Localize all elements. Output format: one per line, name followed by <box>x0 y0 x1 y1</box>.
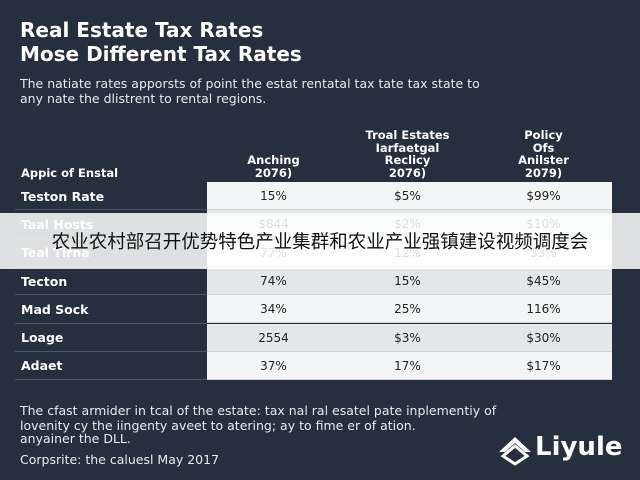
row-label: Mad Sock <box>21 301 89 317</box>
title: Mose Different Tax Rates <box>20 42 302 66</box>
header-line: Iarfaetgal <box>375 140 440 155</box>
table-cell: $45% <box>526 274 561 289</box>
row-divider <box>15 209 207 211</box>
row-label: Tecton <box>21 273 68 289</box>
table-cell: 15% <box>260 189 287 204</box>
row-label: Adaet <box>21 358 63 374</box>
row-divider <box>15 379 207 381</box>
table-cell: $5% <box>394 189 421 204</box>
row-background <box>207 266 612 296</box>
row-divider <box>15 294 207 296</box>
column-header: Appic of Enstal <box>15 165 213 180</box>
copyright: Corpsrite: the caluesl May 2017 <box>20 452 220 467</box>
table-cell: 74% <box>260 274 287 289</box>
banner: 农业农村部召开优势特色产业集群和农业产业强镇建设视频调度会 <box>0 213 640 269</box>
header-line: Reclicy <box>384 153 431 167</box>
row-background <box>207 351 612 381</box>
logo-icon <box>499 437 531 466</box>
table-cell: 34% <box>260 302 287 317</box>
title: Real Estate Tax Rates <box>20 18 264 42</box>
row-divider <box>15 350 207 352</box>
header-line: Policy <box>524 128 563 142</box>
column-header: Troal Estates Iarfaetgal Reclicy 2076) <box>340 129 475 179</box>
table-cell: 37% <box>260 358 287 373</box>
header-line: 2076) <box>254 165 293 180</box>
logo: Liyule <box>535 432 623 462</box>
table-cell: 17% <box>394 358 421 373</box>
subtitle: The natiate rates apporsts of point the … <box>20 76 480 91</box>
row-label: Teston Rate <box>21 188 105 204</box>
footer-note: lovenity cy the iingenty aveet to aterin… <box>20 418 416 433</box>
footer-note: anyainer the DLL. <box>20 431 131 446</box>
header-line: Anching <box>247 153 300 167</box>
subtitle: any nate the dlistrent to rental regions… <box>20 91 267 106</box>
header-line: Anilster <box>518 153 569 167</box>
table-cell: $30% <box>526 330 561 345</box>
header-line: 2079) <box>524 165 563 180</box>
table-cell: 15% <box>394 274 421 289</box>
table-cell: 2554 <box>258 330 289 345</box>
row-background <box>207 323 612 352</box>
header-line: Troal Estates <box>365 128 450 142</box>
column-header: Policy Ofs Anilster 2079) <box>475 129 612 179</box>
table-cell: $3% <box>394 330 421 345</box>
table-cell: $17% <box>526 358 561 373</box>
table-cell: $99% <box>526 189 561 204</box>
header-line: Ofs <box>532 140 555 155</box>
header-line: 2076) <box>388 165 427 180</box>
row-divider <box>15 322 207 324</box>
column-header: Anching 2076) <box>207 154 340 179</box>
row-label: Loage <box>21 330 64 346</box>
header-line: Appic of Enstal <box>21 165 119 180</box>
row-background <box>207 182 612 211</box>
row-background <box>207 295 612 324</box>
table-cell: 116% <box>526 302 561 317</box>
footer-note: The cfast armider in tcal of the estate:… <box>20 403 497 418</box>
table-cell: 25% <box>394 302 421 317</box>
